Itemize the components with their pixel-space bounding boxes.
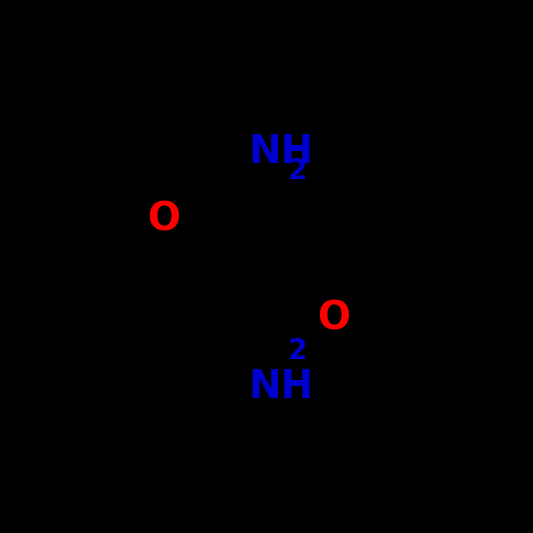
Text: O: O (317, 300, 350, 337)
Text: 2: 2 (287, 157, 307, 185)
Text: O: O (147, 201, 180, 239)
Text: NH: NH (248, 133, 314, 171)
Text: NH: NH (248, 368, 314, 406)
Text: 2: 2 (287, 337, 307, 365)
